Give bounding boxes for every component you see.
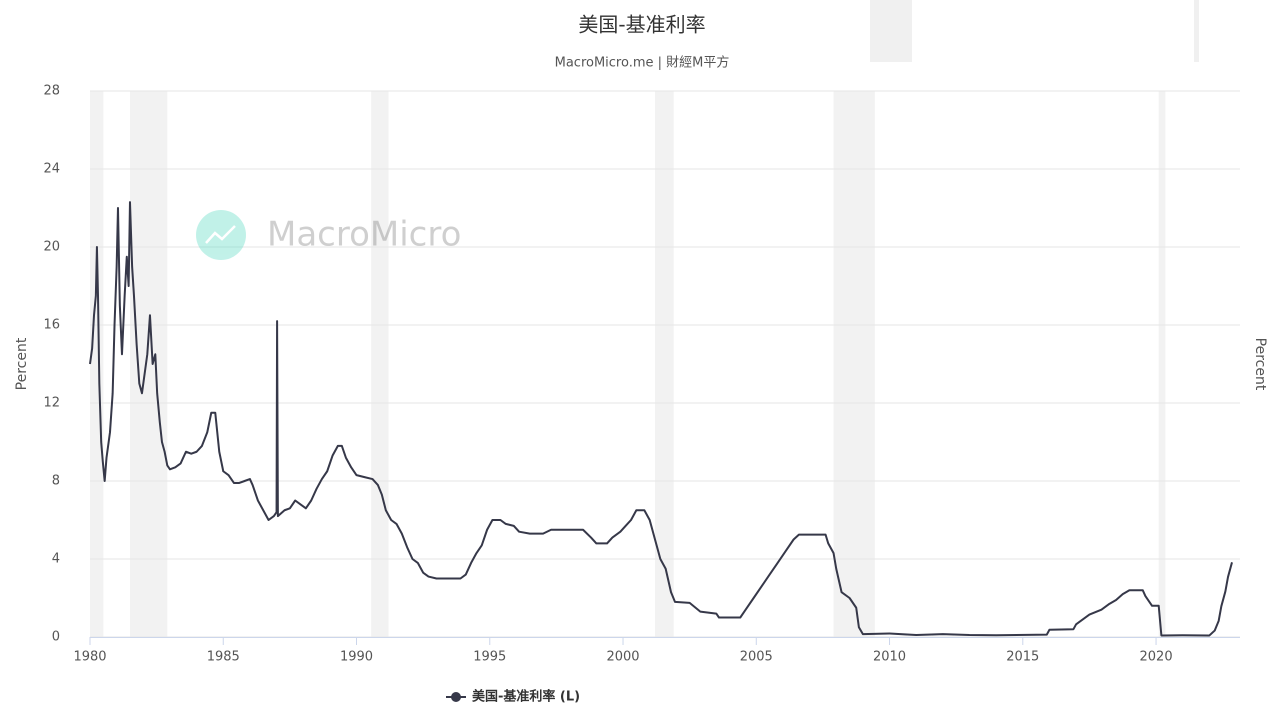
x-tick-label: 2015 (1006, 650, 1039, 665)
y-tick-label: 20 (43, 240, 60, 255)
recession-band (1158, 91, 1166, 637)
recession-band (833, 91, 875, 637)
overlay-box (870, 0, 912, 62)
series-line (89, 201, 1233, 637)
y2-axis-title: Percent (1252, 338, 1268, 391)
overlay-box (1194, 0, 1199, 62)
recession-band (90, 91, 104, 637)
x-tick-label: 2020 (1140, 650, 1173, 665)
recession-band (129, 91, 168, 637)
legend-label[interactable]: 美国-基准利率 (L) (472, 689, 580, 705)
x-tick-label: 1980 (73, 650, 106, 665)
y-tick-label: 24 (43, 162, 60, 177)
x-tick-label: 2005 (740, 650, 773, 665)
legend[interactable]: 美国-基准利率 (L) (446, 689, 580, 705)
watermark: MacroMicro (196, 210, 461, 260)
legend-marker (451, 692, 461, 702)
watermark-icon-line (205, 225, 236, 244)
recession-band (655, 91, 674, 637)
y-tick-label: 16 (43, 318, 60, 333)
y-axis-title: Percent (14, 337, 30, 390)
y-tick-label: 12 (43, 396, 60, 411)
watermark-text: MacroMicro (267, 215, 461, 255)
chart-title: 美国-基准利率 (578, 13, 705, 37)
y-tick-label: 8 (52, 474, 60, 489)
x-tick-label: 1990 (340, 650, 373, 665)
recession-band (371, 91, 389, 637)
x-tick-label: 1985 (207, 650, 240, 665)
x-tick-label: 1995 (473, 650, 506, 665)
x-tick-label: 2000 (606, 650, 639, 665)
chart-subtitle: MacroMicro.me | 財經M平方 (555, 55, 730, 71)
y-tick-label: 0 (52, 630, 60, 645)
y-tick-label: 4 (52, 552, 60, 567)
y-tick-label: 28 (43, 84, 60, 99)
watermark-icon (196, 210, 246, 260)
x-tick-label: 2010 (873, 650, 906, 665)
plot-area: 0 4 8 12 16 20 24 28 1980 1985 1990 1995 2000 2005 201… (43, 84, 1240, 665)
